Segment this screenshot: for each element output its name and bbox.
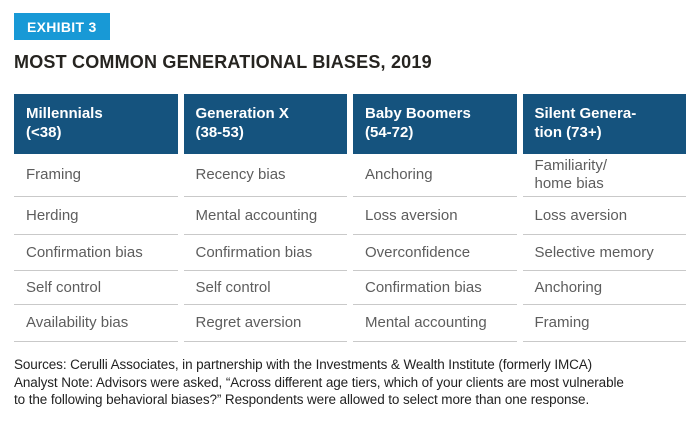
table-cell: Loss aversion xyxy=(353,197,517,235)
table-cell: Anchoring xyxy=(353,154,517,197)
column-header-baby-boomers: Baby Boomers (54-72) xyxy=(353,94,517,154)
table-cell: Familiarity/ home bias xyxy=(522,154,686,197)
table-cell: Overconfidence xyxy=(353,235,517,271)
table-cell: Loss aversion xyxy=(522,197,686,235)
column-header-millennials: Millennials (<38) xyxy=(14,94,178,154)
table-cell: Availability bias xyxy=(14,305,178,342)
table-cell: Framing xyxy=(522,305,686,342)
table-cell: Mental accounting xyxy=(183,197,347,235)
table-cell: Confirmation bias xyxy=(14,235,178,271)
table-cell: Self control xyxy=(183,271,347,305)
analyst-note-line: Analyst Note: Advisors were asked, “Acro… xyxy=(14,374,624,408)
table-cell: Herding xyxy=(14,197,178,235)
table-cell: Framing xyxy=(14,154,178,197)
page-title: MOST COMMON GENERATIONAL BIASES, 2019 xyxy=(14,52,432,72)
table-cell: Selective memory xyxy=(522,235,686,271)
table-cell: Confirmation bias xyxy=(183,235,347,271)
footnote: Sources: Cerulli Associates, in partners… xyxy=(14,356,686,409)
table-cell: Regret aversion xyxy=(183,305,347,342)
column-header-generation-x: Generation X (38-53) xyxy=(183,94,347,154)
table-cell: Recency bias xyxy=(183,154,347,197)
table-cell: Mental accounting xyxy=(353,305,517,342)
column-header-silent-generation: Silent Genera- tion (73+) xyxy=(522,94,686,154)
exhibit-badge: EXHIBIT 3 xyxy=(14,13,110,40)
generational-biases-table: Millennials (<38) Generation X (38-53) B… xyxy=(14,94,686,342)
sources-line: Sources: Cerulli Associates, in partners… xyxy=(14,357,593,372)
table-cell: Self control xyxy=(14,271,178,305)
table-cell: Anchoring xyxy=(522,271,686,305)
table-cell: Confirmation bias xyxy=(353,271,517,305)
